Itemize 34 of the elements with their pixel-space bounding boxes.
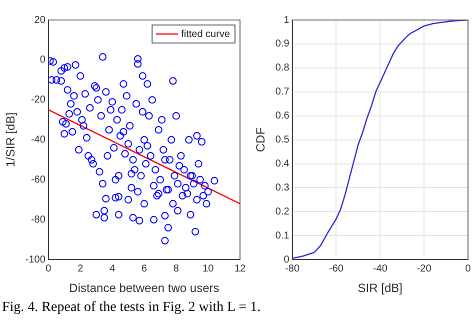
x-tick-label: 4 <box>109 263 116 274</box>
x-tick-label: -40 <box>372 263 388 274</box>
y-tick-label: -100 <box>25 254 46 266</box>
y-tick-label: 0.5 <box>275 134 290 146</box>
x-tick-label: 2 <box>78 263 84 274</box>
y-tick-label: 20 <box>34 14 46 26</box>
y-tick-label: -20 <box>30 94 46 106</box>
x-tick-label: 0 <box>465 263 472 274</box>
x-tick-label: 8 <box>173 263 180 274</box>
y-tick-label: 0 <box>284 254 290 266</box>
y-axis-title: 1/SIR [dB] <box>4 112 18 168</box>
x-tick-label: 6 <box>141 263 148 274</box>
y-axis-title: CDF <box>254 127 268 152</box>
y-tick-label: -40 <box>30 134 46 146</box>
y-tick-label: 0.6 <box>275 110 290 122</box>
y-tick-label: 0.2 <box>275 206 290 218</box>
y-tick-label: 0.8 <box>275 62 290 74</box>
y-tick-label: 1 <box>284 14 290 26</box>
y-tick-label: -60 <box>30 174 46 186</box>
y-tick-label: 0.3 <box>275 182 290 194</box>
y-tick-label: -80 <box>30 214 46 226</box>
y-tick-label: 0 <box>40 54 46 66</box>
x-tick-label: 12 <box>234 263 246 274</box>
legend-label: fitted curve <box>181 28 230 40</box>
y-tick-label: 0.4 <box>275 158 290 170</box>
x-tick-label: -60 <box>329 263 344 274</box>
y-tick-label: 0.1 <box>275 230 290 242</box>
x-axis-title: SIR [dB] <box>358 281 402 296</box>
x-tick-label: 10 <box>202 263 214 274</box>
x-tick-label: -20 <box>416 263 432 274</box>
x-axis-title: Distance between two users <box>69 281 220 296</box>
y-tick-label: 0.9 <box>275 38 290 50</box>
y-tick-label: 0.7 <box>275 86 290 98</box>
caption: Fig. 4. Repeat of the tests in Fig. 2 with L = 1. <box>2 300 262 316</box>
